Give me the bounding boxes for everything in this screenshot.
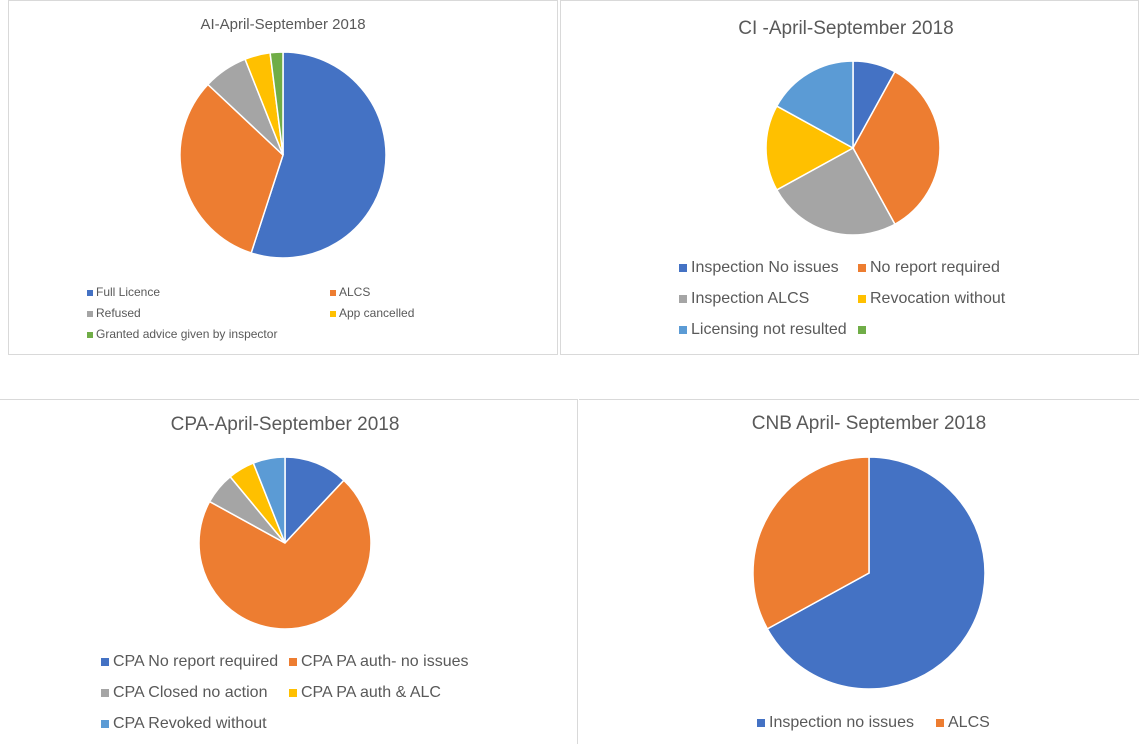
legend-marker xyxy=(679,295,687,303)
pie-slice xyxy=(752,456,870,630)
legend-marker xyxy=(87,332,93,338)
pie-slice xyxy=(250,51,387,259)
legend-label: CPA Revoked without xyxy=(113,715,267,732)
legend-label: Licensing not resulted xyxy=(691,321,847,338)
panel xyxy=(8,0,558,355)
legend-marker xyxy=(757,719,765,727)
legend-label: No report required xyxy=(870,259,1000,276)
legend-marker xyxy=(101,689,109,697)
pie-slice xyxy=(775,146,896,236)
pie-slice xyxy=(765,105,855,191)
legend-marker xyxy=(936,719,944,727)
pie-slice xyxy=(775,60,854,150)
pie-slice xyxy=(179,83,284,254)
legend-marker xyxy=(87,311,93,317)
pie-slice xyxy=(252,456,286,544)
legend-label: CPA No report required xyxy=(113,653,278,670)
legend-marker xyxy=(101,720,109,728)
legend-marker xyxy=(330,311,336,317)
legend-label: Inspection No issues xyxy=(691,259,839,276)
chart-title: CNB April- September 2018 xyxy=(752,413,986,434)
legend-marker xyxy=(858,264,866,272)
pie-slice xyxy=(284,456,345,545)
legend-label: CPA PA auth- no issues xyxy=(301,653,469,670)
legend-label: Inspection ALCS xyxy=(691,290,809,307)
legend-marker xyxy=(87,290,93,296)
legend-marker xyxy=(289,658,297,666)
legend-label: Inspection no issues xyxy=(769,714,914,731)
chart-title: AI-April-September 2018 xyxy=(200,16,365,33)
chart-title: CI -April-September 2018 xyxy=(738,18,953,39)
legend-label: Revocation without xyxy=(870,290,1006,307)
legend-label: CPA Closed no action xyxy=(113,684,267,701)
legend-marker xyxy=(858,326,866,334)
legend-label: Granted advice given by inspector xyxy=(96,327,277,341)
legend-label: App cancelled xyxy=(339,306,414,320)
legend-marker xyxy=(679,264,687,272)
pie-slice xyxy=(269,51,284,156)
chart-title: CPA-April-September 2018 xyxy=(171,414,400,435)
legend-marker xyxy=(679,326,687,334)
legend-label: CPA PA auth & ALC xyxy=(301,684,441,701)
legend-marker xyxy=(858,295,866,303)
pie-slice xyxy=(198,479,372,630)
legend-label: Full Licence xyxy=(96,285,160,299)
legend-marker xyxy=(330,290,336,296)
legend-marker xyxy=(289,689,297,697)
legend-marker xyxy=(101,658,109,666)
legend-label: ALCS xyxy=(339,285,370,299)
pie-slice xyxy=(766,456,986,690)
legend-label: ALCS xyxy=(948,714,990,731)
legend-label: Refused xyxy=(96,306,141,320)
